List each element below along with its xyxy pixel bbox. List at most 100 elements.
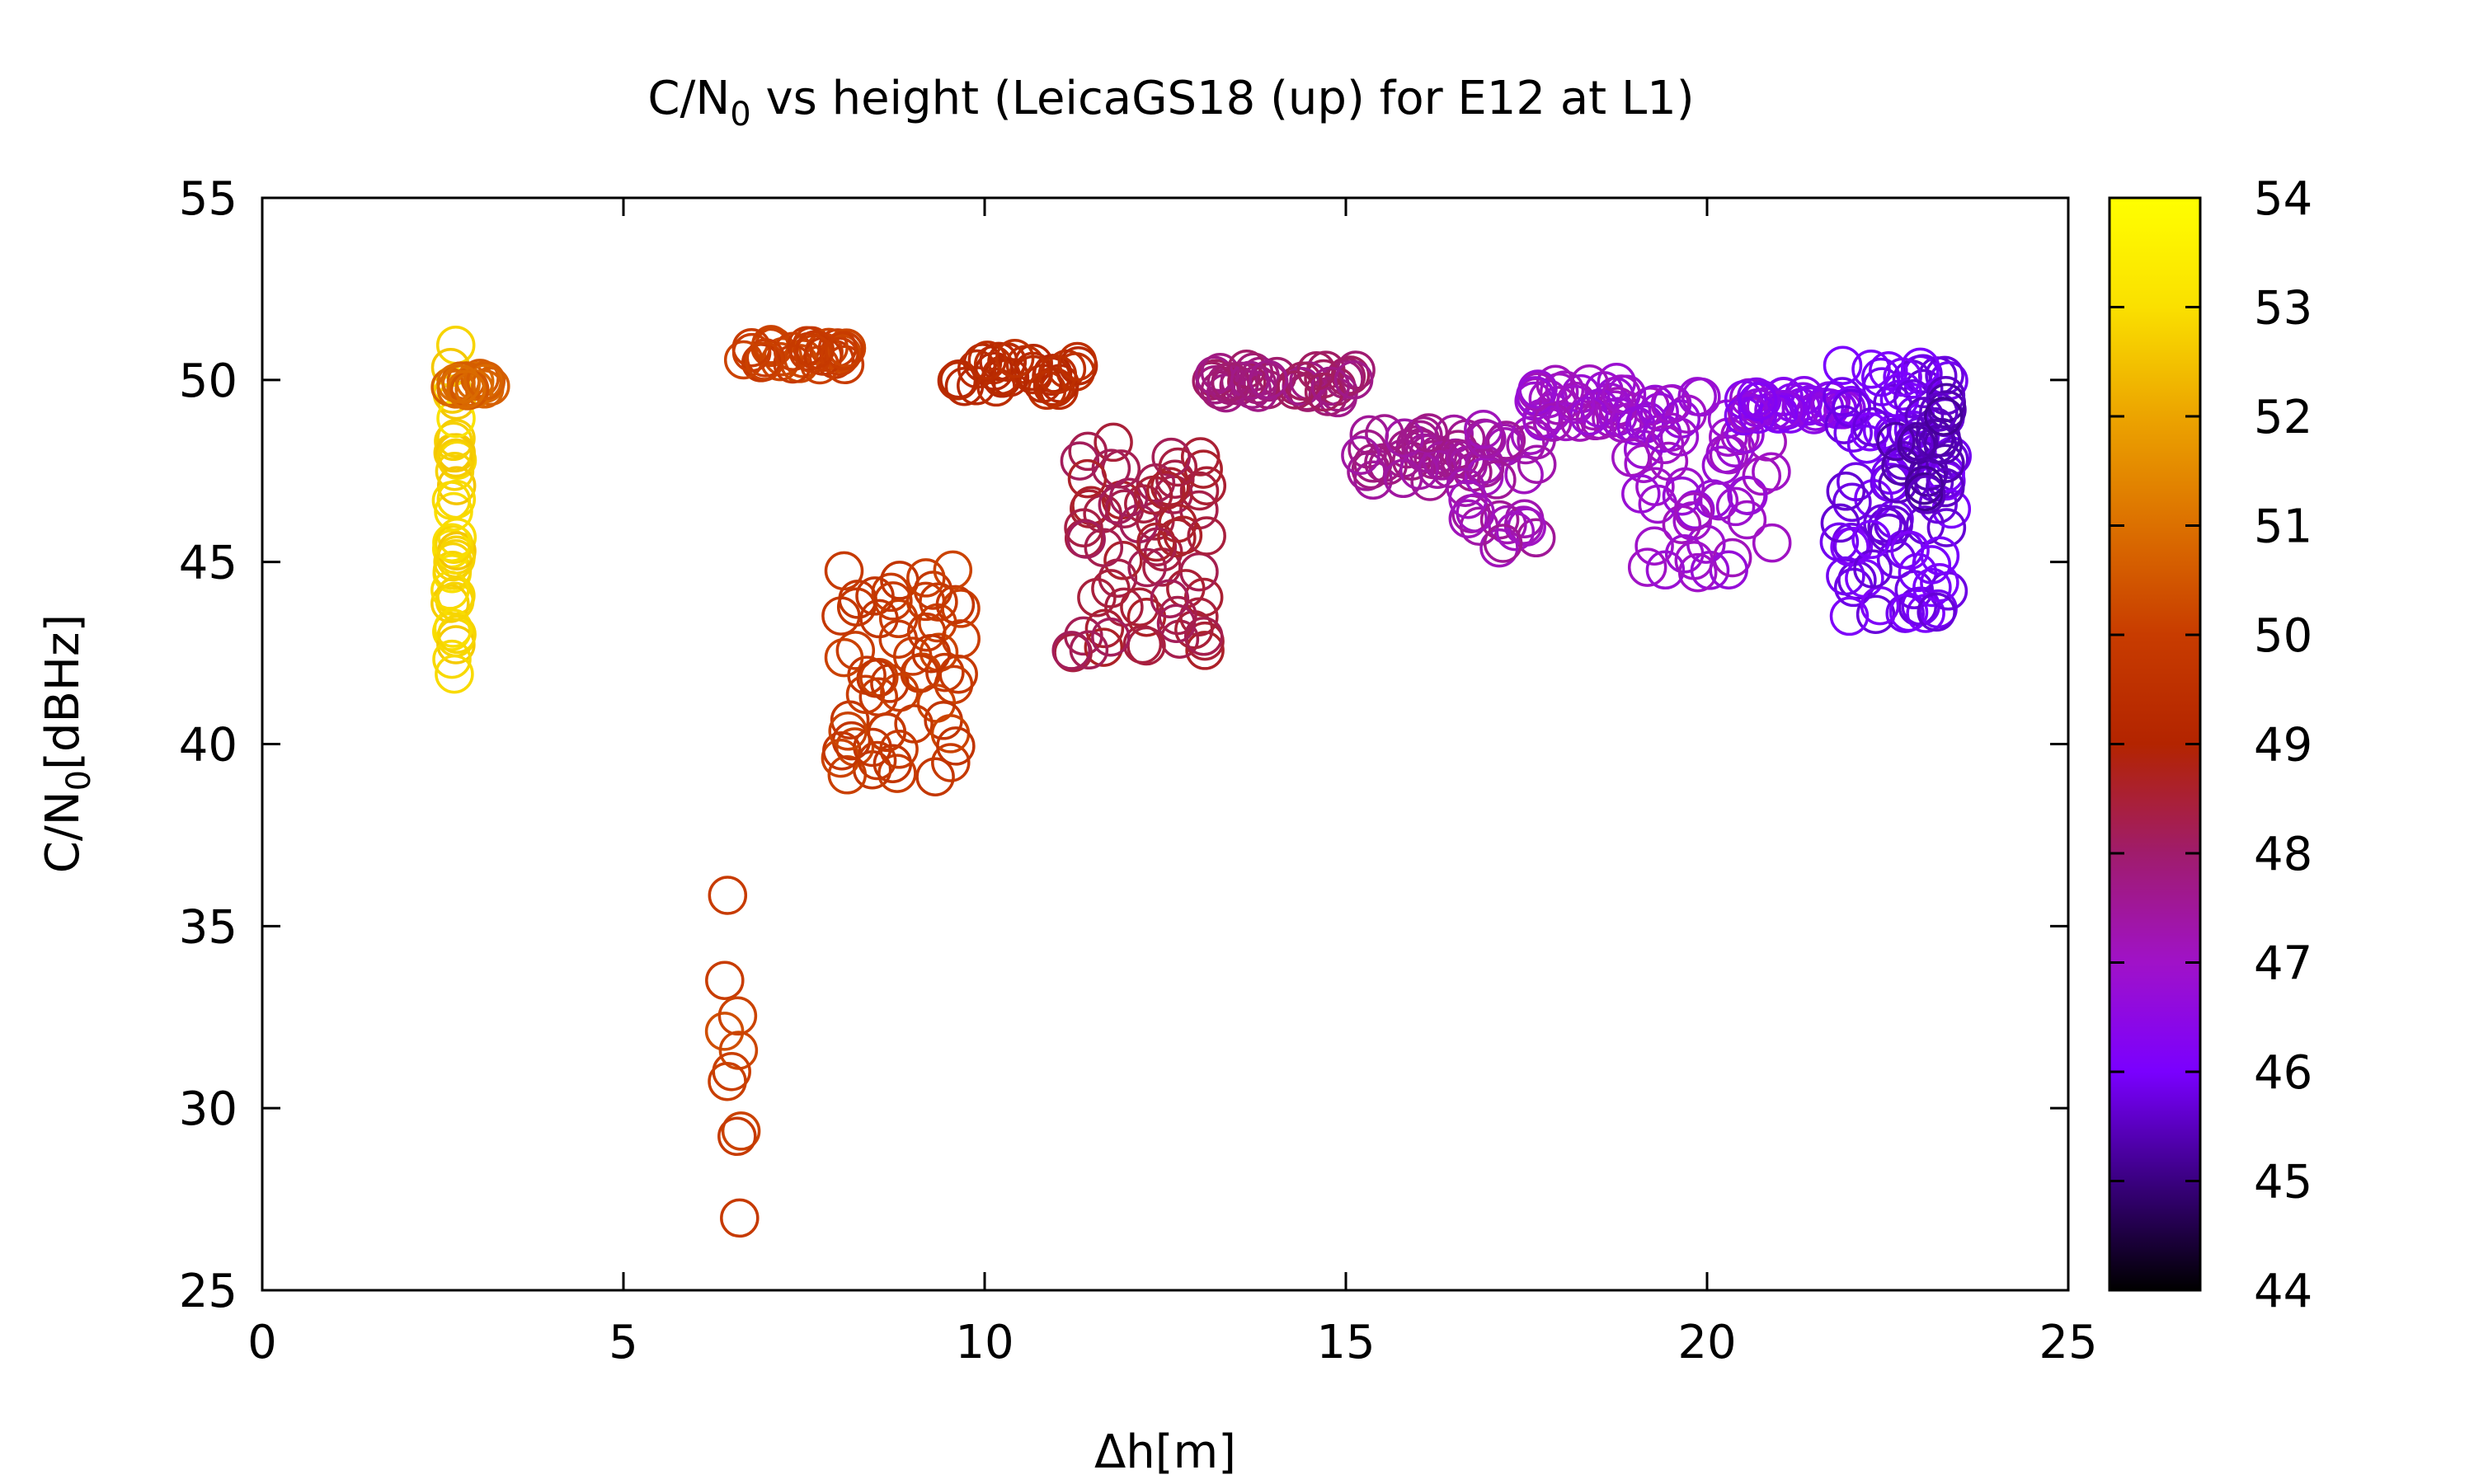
data-point	[1917, 425, 1957, 464]
data-point	[1064, 508, 1103, 547]
data-point	[933, 550, 973, 590]
data-point	[1926, 444, 1965, 483]
data-point	[1484, 423, 1524, 463]
data-point	[1282, 361, 1323, 402]
colorbar-tick-label: 51	[2254, 500, 2312, 554]
data-point	[931, 743, 971, 782]
y-axis-label-post: [dBHz]	[36, 614, 90, 770]
chart-title-sub: 0	[730, 96, 750, 134]
data-point	[1127, 547, 1167, 588]
data-point	[906, 558, 946, 598]
data-point	[1915, 419, 1954, 458]
data-point	[1383, 458, 1423, 499]
data-point	[1829, 596, 1870, 636]
data-point	[1091, 569, 1131, 608]
data-point	[845, 674, 886, 714]
data-point	[857, 740, 897, 781]
data-point	[437, 614, 477, 655]
data-point	[867, 711, 906, 752]
data-point	[1746, 387, 1785, 426]
data-point	[894, 704, 934, 744]
data-point	[938, 654, 978, 694]
data-point	[828, 711, 868, 751]
data-point	[1200, 370, 1240, 410]
data-point	[1351, 449, 1391, 490]
data-point	[1919, 392, 1959, 432]
data-point	[1820, 503, 1860, 543]
y-tick-label: 55	[179, 172, 238, 226]
data-point	[859, 599, 899, 639]
data-point	[1727, 500, 1767, 540]
data-point	[937, 361, 977, 401]
data-point	[708, 876, 748, 915]
data-point	[731, 332, 772, 373]
data-point	[1634, 526, 1674, 566]
data-point	[432, 639, 472, 679]
data-point	[1819, 522, 1860, 562]
y-tick-label: 40	[179, 719, 238, 773]
data-point	[1924, 397, 1964, 436]
data-point	[446, 369, 486, 410]
data-point	[1904, 465, 1945, 505]
x-axis-label: Δh[m]	[1094, 1425, 1236, 1479]
x-tick-label: 20	[1677, 1316, 1736, 1369]
data-point	[1404, 416, 1443, 456]
data-point	[1084, 627, 1124, 667]
data-point	[915, 757, 955, 796]
data-point	[1084, 528, 1124, 567]
data-point	[1185, 631, 1225, 670]
chart-title: C/N0 vs height (LeicaGS18 (up) for E12 a…	[647, 72, 1694, 134]
data-point	[1888, 592, 1929, 632]
colorbar-tick-label: 45	[2254, 1156, 2312, 1209]
data-point	[436, 538, 476, 579]
data-point	[723, 340, 764, 380]
data-point	[1051, 631, 1091, 670]
data-point	[436, 419, 476, 458]
colorbar-tick-label: 48	[2254, 828, 2312, 881]
data-point	[1560, 402, 1600, 442]
data-point	[1183, 617, 1224, 656]
colorbar-tick-label: 46	[2254, 1046, 2312, 1100]
data-point	[825, 331, 864, 371]
x-tick-label: 15	[1316, 1316, 1375, 1369]
data-point	[1179, 597, 1219, 636]
colorbar-tick-label: 44	[2254, 1265, 2312, 1318]
data-point	[1833, 413, 1873, 453]
plot-frame	[261, 196, 2070, 1292]
data-point	[1926, 508, 1967, 547]
data-point	[1852, 407, 1892, 447]
data-point	[1897, 425, 1937, 465]
data-point	[1103, 541, 1143, 580]
y-axis-label: C/N0[dBHz]	[36, 614, 98, 873]
data-point	[436, 369, 476, 409]
data-point	[773, 331, 813, 372]
data-point	[1851, 350, 1891, 389]
data-point	[1832, 482, 1872, 523]
data-point	[1611, 438, 1651, 477]
data-point	[1310, 366, 1351, 406]
data-point	[1158, 447, 1198, 487]
data-point	[1715, 486, 1756, 527]
data-point	[1249, 359, 1288, 400]
data-point	[1727, 475, 1766, 515]
colorbar-tick-label: 53	[2254, 282, 2312, 336]
y-tick-label: 35	[179, 900, 238, 954]
colorbar-axis: 44 45 46 47 48 49 50 51 52 53 54	[2109, 172, 2312, 1318]
data-point	[1180, 437, 1221, 477]
x-tick-label: 25	[2039, 1316, 2097, 1369]
data-point	[1752, 523, 1792, 563]
colorbar-tick-label: 47	[2254, 937, 2312, 991]
data-point	[432, 523, 472, 562]
chart-title-post: vs height (LeicaGS18 (up) for E12 at L1)	[751, 72, 1695, 125]
data-point	[1898, 421, 1939, 462]
data-point	[436, 438, 476, 478]
data-point	[1876, 421, 1916, 462]
chart-title-pre: C/N	[647, 72, 730, 125]
data-point	[1851, 519, 1891, 560]
data-point	[1477, 460, 1517, 500]
data-point	[1192, 361, 1231, 401]
data-point	[911, 633, 951, 674]
data-point	[824, 637, 864, 678]
data-point	[1826, 472, 1866, 511]
data-point	[705, 960, 745, 1000]
